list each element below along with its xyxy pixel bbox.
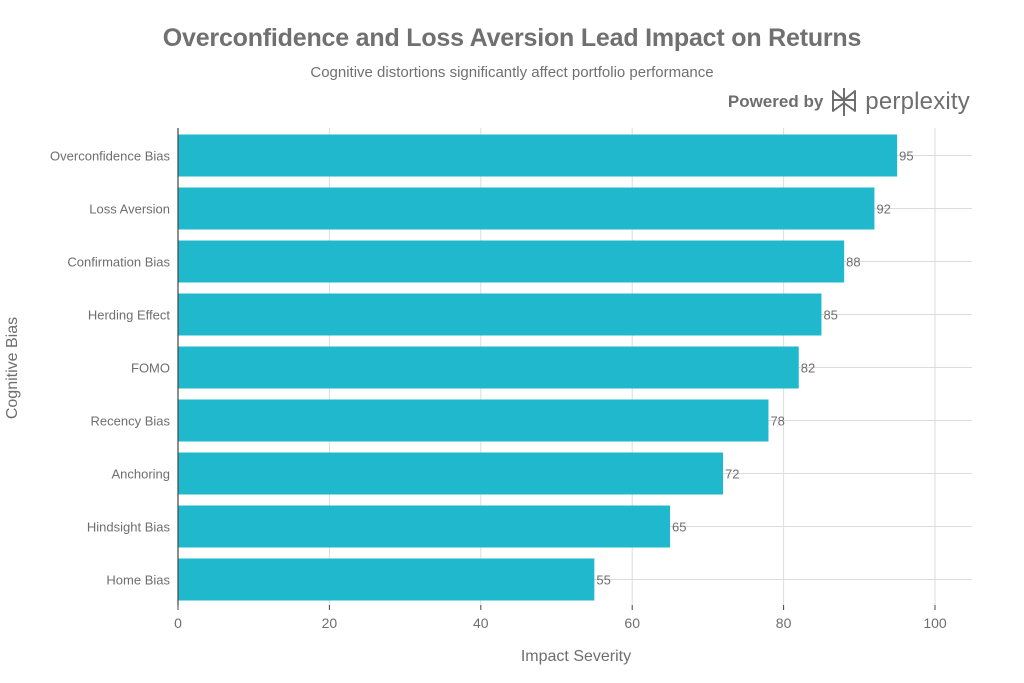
bar[interactable]	[178, 187, 875, 230]
category-label: FOMO	[131, 361, 170, 376]
bar-value-label: 78	[770, 414, 784, 429]
bar-value-label: 55	[596, 573, 610, 588]
category-label: Confirmation Bias	[67, 255, 170, 270]
x-tick-label: 100	[923, 615, 947, 631]
category-label: Herding Effect	[88, 308, 171, 323]
bar-value-label: 72	[725, 467, 739, 482]
labels-layer: Overconfidence Bias 95 Loss Aversion 92 Conf…	[50, 149, 914, 588]
x-tick-label: 40	[473, 615, 489, 631]
category-label: Home Bias	[106, 573, 170, 588]
category-label: Overconfidence Bias	[50, 149, 170, 164]
bar[interactable]	[178, 505, 671, 548]
perplexity-wordmark: perplexity	[865, 88, 970, 115]
bar-value-label: 88	[846, 255, 860, 270]
bar-value-label: 85	[823, 308, 837, 323]
x-axis-title: Impact Severity	[521, 648, 631, 665]
x-tick-label: 60	[624, 615, 640, 631]
category-label: Hindsight Bias	[87, 520, 171, 535]
bar-value-label: 82	[801, 361, 815, 376]
perplexity-logo-icon	[832, 88, 857, 116]
bar[interactable]	[178, 558, 595, 601]
chart-title: Overconfidence and Loss Aversion Lead Im…	[162, 24, 862, 52]
bar[interactable]	[178, 134, 898, 177]
bar[interactable]	[178, 240, 845, 283]
bar[interactable]	[178, 346, 799, 389]
powered-by-badge[interactable]: Powered by perplexity	[728, 86, 970, 118]
bar-value-label: 92	[876, 202, 890, 217]
bars-layer	[178, 134, 898, 601]
y-axis-title: Cognitive Bias	[4, 317, 21, 419]
category-label: Recency Bias	[91, 414, 171, 429]
x-tick-label: 0	[174, 615, 182, 631]
x-tick-label: 80	[776, 615, 792, 631]
chart-subtitle: Cognitive distortions significantly affe…	[310, 64, 714, 81]
bar[interactable]	[178, 452, 724, 495]
axis-layer: 0 20 40 60 80 100	[174, 128, 947, 631]
category-label: Anchoring	[111, 467, 170, 482]
bar-value-label: 95	[899, 149, 913, 164]
bar[interactable]	[178, 399, 769, 442]
bar-value-label: 65	[672, 520, 686, 535]
bar[interactable]	[178, 293, 822, 336]
powered-by-label: Powered by	[727, 92, 824, 111]
category-label: Loss Aversion	[89, 202, 170, 217]
x-tick-label: 20	[322, 615, 338, 631]
